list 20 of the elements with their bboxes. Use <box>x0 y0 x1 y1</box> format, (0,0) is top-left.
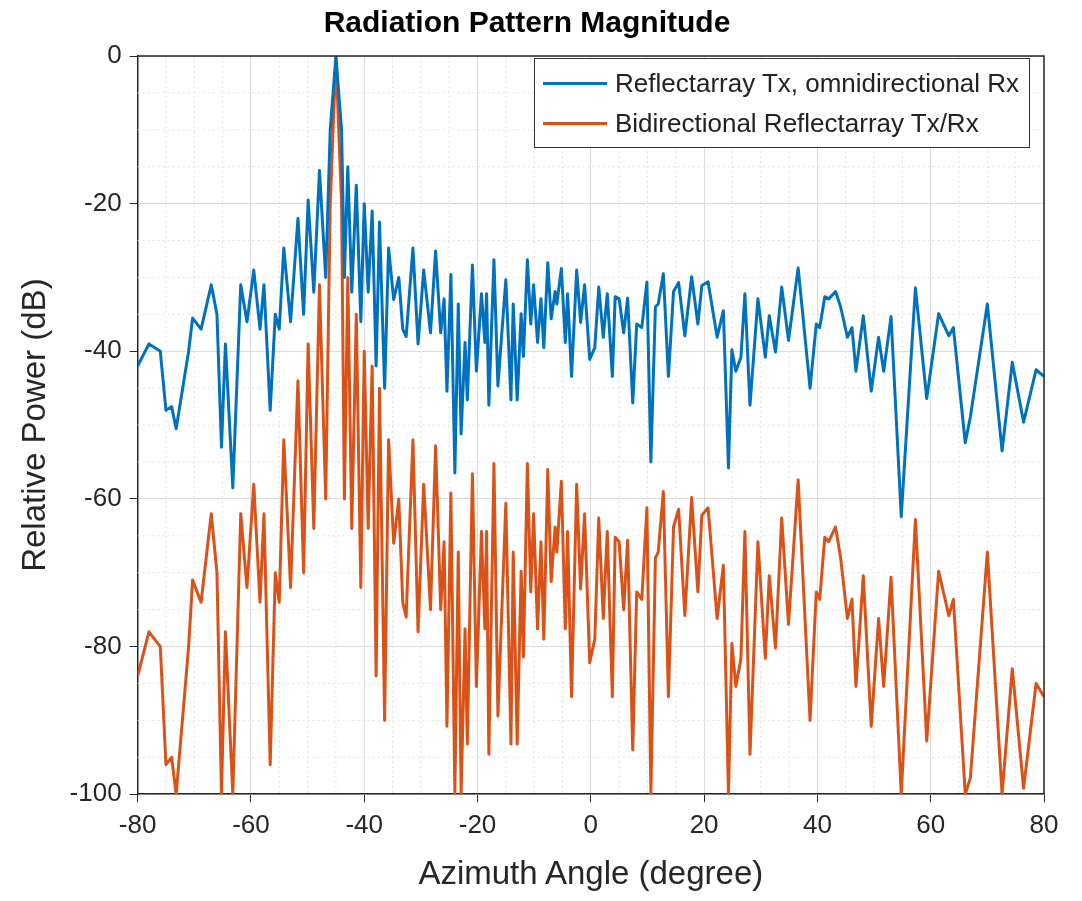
y-axis-title: Relative Power (dB) <box>14 278 52 572</box>
y-tick-label: -80 <box>84 629 122 660</box>
x-tick-label: 80 <box>1029 808 1059 839</box>
legend-label: Reflectarray Tx, omnidirectional Rx <box>615 67 1020 99</box>
y-tick-label: -20 <box>84 186 122 217</box>
x-tick-label: 60 <box>916 808 946 839</box>
x-tick-label: 20 <box>689 808 719 839</box>
x-tick-label: -60 <box>232 808 270 839</box>
x-tick-label: -80 <box>118 808 157 839</box>
y-tick-label: -60 <box>84 482 122 513</box>
x-tick-label: 40 <box>802 808 832 839</box>
x-tick-label: -40 <box>345 808 384 839</box>
legend-label: Bidirectional Reflectarray Tx/Rx <box>615 107 979 139</box>
x-axis-title: Azimuth Angle (degree) <box>418 854 764 892</box>
x-tick-label: 0 <box>583 808 599 839</box>
x-tick-label: -20 <box>458 808 497 839</box>
chart-title: Radiation Pattern Magnitude <box>323 5 731 39</box>
y-tick-label: 0 <box>107 39 122 70</box>
y-tick-label: -100 <box>69 777 122 808</box>
y-tick-label: -40 <box>84 334 122 365</box>
